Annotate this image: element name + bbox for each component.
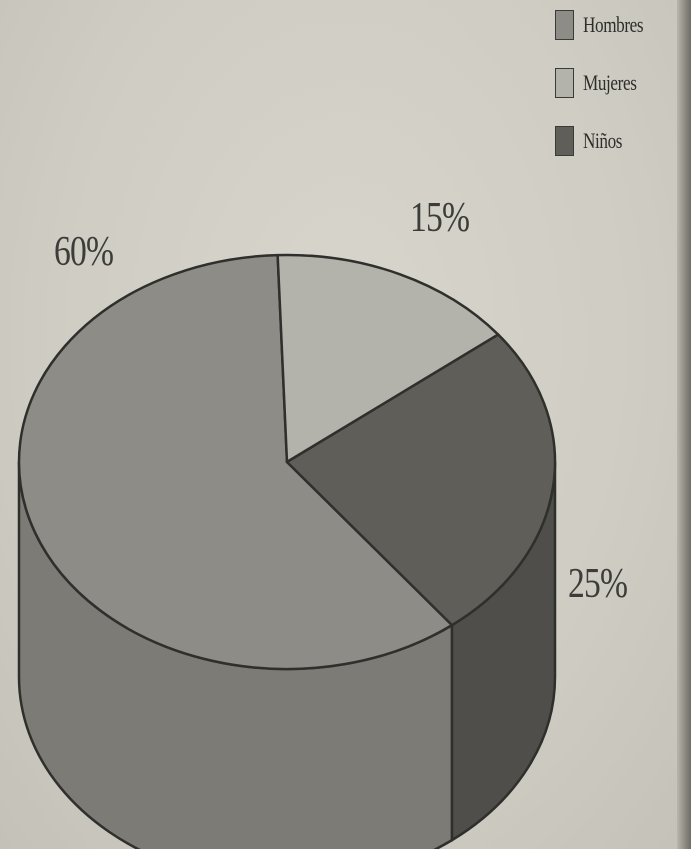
legend-item-mujeres: Mujeres [555, 68, 673, 98]
legend-label-hombres: Hombres [583, 12, 644, 37]
page-edge [677, 0, 691, 849]
legend-label-ninos: Niños [583, 128, 623, 153]
pie-slice-hombres [17, 253, 454, 671]
pie-slice-ninos [285, 333, 557, 627]
legend-swatch-mujeres [555, 68, 574, 98]
data-label-ninos: 25% [568, 561, 628, 607]
legend-item-ninos: Niños [555, 126, 673, 156]
chart-legend: Hombres Mujeres Niños [555, 10, 673, 156]
pie-slice-mujeres [276, 253, 500, 464]
legend-label-mujeres: Mujeres [583, 70, 637, 95]
data-label-mujeres: 15% [410, 195, 470, 241]
legend-swatch-hombres [555, 10, 574, 40]
data-label-hombres: 60% [54, 229, 114, 275]
pie-top [17, 253, 557, 671]
legend-swatch-ninos [555, 126, 574, 156]
legend-item-hombres: Hombres [555, 10, 673, 40]
